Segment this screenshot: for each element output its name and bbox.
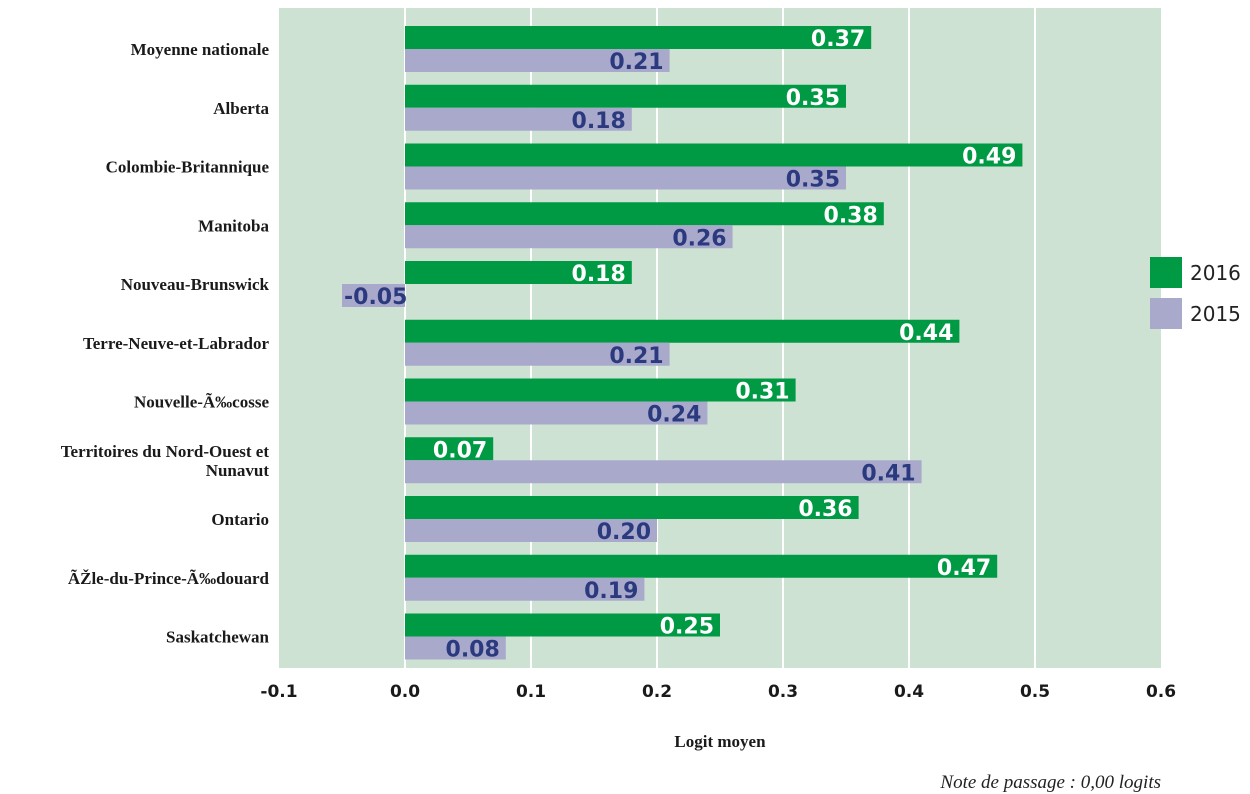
x-tick-label: 0.3	[768, 682, 798, 702]
passing-note: Note de passage : 0,00 logits	[939, 772, 1161, 793]
bar-2015	[405, 107, 632, 131]
value-label: 0.07	[433, 438, 487, 463]
bars: 0.37 0.21 0.35 0.18 0.49 0.35 0.38 0.26 0.18 -0.0…	[342, 26, 1023, 663]
value-label: 0.36	[798, 497, 852, 522]
bar-2015	[405, 166, 846, 190]
value-label: 0.25	[660, 615, 714, 640]
bar-2015	[342, 284, 405, 307]
category-label: Terre-Neuve-et-Labrador	[83, 334, 269, 353]
value-label: 0.21	[609, 344, 663, 369]
value-label: 0.37	[811, 27, 865, 52]
x-axis-label: Logit moyen	[674, 732, 766, 751]
x-tick-label: 0.5	[1020, 682, 1050, 702]
value-label: 0.35	[786, 168, 840, 193]
category-label: Manitoba	[198, 216, 269, 235]
bar-2015	[405, 342, 670, 366]
value-label: 0.31	[735, 380, 789, 405]
bar-2016	[405, 143, 1023, 167]
value-label: 0.20	[597, 520, 651, 545]
category-label: Moyenne nationale	[131, 40, 270, 59]
value-label: 0.49	[962, 145, 1016, 170]
bar-2015	[405, 519, 657, 542]
bar-2015	[405, 636, 506, 660]
category-label: Colombie-Britannique	[106, 158, 270, 177]
value-label: 0.24	[647, 403, 701, 428]
legend-label-2015: 2015	[1190, 302, 1241, 326]
value-label: 0.26	[672, 226, 726, 251]
value-label: 0.21	[609, 50, 663, 75]
bar-2016	[405, 554, 998, 578]
x-tick-label: -0.1	[260, 682, 297, 702]
category-label: Nouveau-Brunswick	[121, 275, 270, 294]
x-tick-label: 0.4	[894, 682, 924, 702]
bar-2016	[405, 319, 960, 343]
bar-2016	[405, 496, 859, 519]
bar-2015	[405, 577, 645, 601]
value-label: 0.19	[584, 579, 638, 604]
x-tick-label: 0.0	[390, 682, 420, 702]
value-label: 0.08	[446, 638, 500, 663]
value-label: 0.18	[572, 262, 626, 287]
bar-2015	[405, 225, 733, 249]
x-tick-label: 0.6	[1146, 682, 1176, 702]
category-labels: Moyenne nationale Alberta Colombie-Britann…	[61, 40, 270, 647]
bar-2016	[405, 202, 884, 226]
category-label: Saskatchewan	[166, 628, 270, 647]
category-label: Territoires du Nord-Ouest et Nunavut	[61, 442, 270, 480]
category-label: Nouvelle-Ã‰cosse	[134, 393, 269, 412]
value-label: 0.44	[899, 321, 953, 346]
value-label: 0.47	[937, 556, 991, 581]
bar-2015	[405, 460, 922, 484]
bar-2016	[405, 261, 632, 284]
value-label: 0.35	[786, 86, 840, 111]
bar-2016	[405, 26, 872, 49]
bar-2016	[405, 613, 720, 637]
legend-label-2016: 2016	[1190, 261, 1241, 285]
legend-swatch-2016	[1150, 257, 1182, 288]
bar-2016	[405, 378, 796, 402]
x-tick-label: 0.2	[642, 682, 672, 702]
category-label: Ontario	[211, 510, 269, 529]
x-tick-label: 0.1	[516, 682, 546, 702]
value-label: 0.41	[861, 461, 915, 486]
x-tick-labels: -0.1 0.0 0.1 0.2 0.3 0.4 0.5 0.6	[260, 682, 1176, 702]
legend-swatch-2015	[1150, 298, 1182, 329]
bar-2015	[405, 49, 670, 72]
bar-2015	[405, 401, 708, 425]
value-label: 0.38	[824, 203, 878, 228]
category-label: Alberta	[213, 99, 269, 118]
bar-2016	[405, 84, 846, 108]
value-label: 0.18	[572, 109, 626, 134]
legend: 2016 2015	[1150, 257, 1241, 329]
value-label: -0.05	[344, 285, 407, 310]
category-label: ÃŽle-du-Prince-Ã‰douard	[68, 569, 270, 588]
bar-2016	[405, 437, 494, 461]
